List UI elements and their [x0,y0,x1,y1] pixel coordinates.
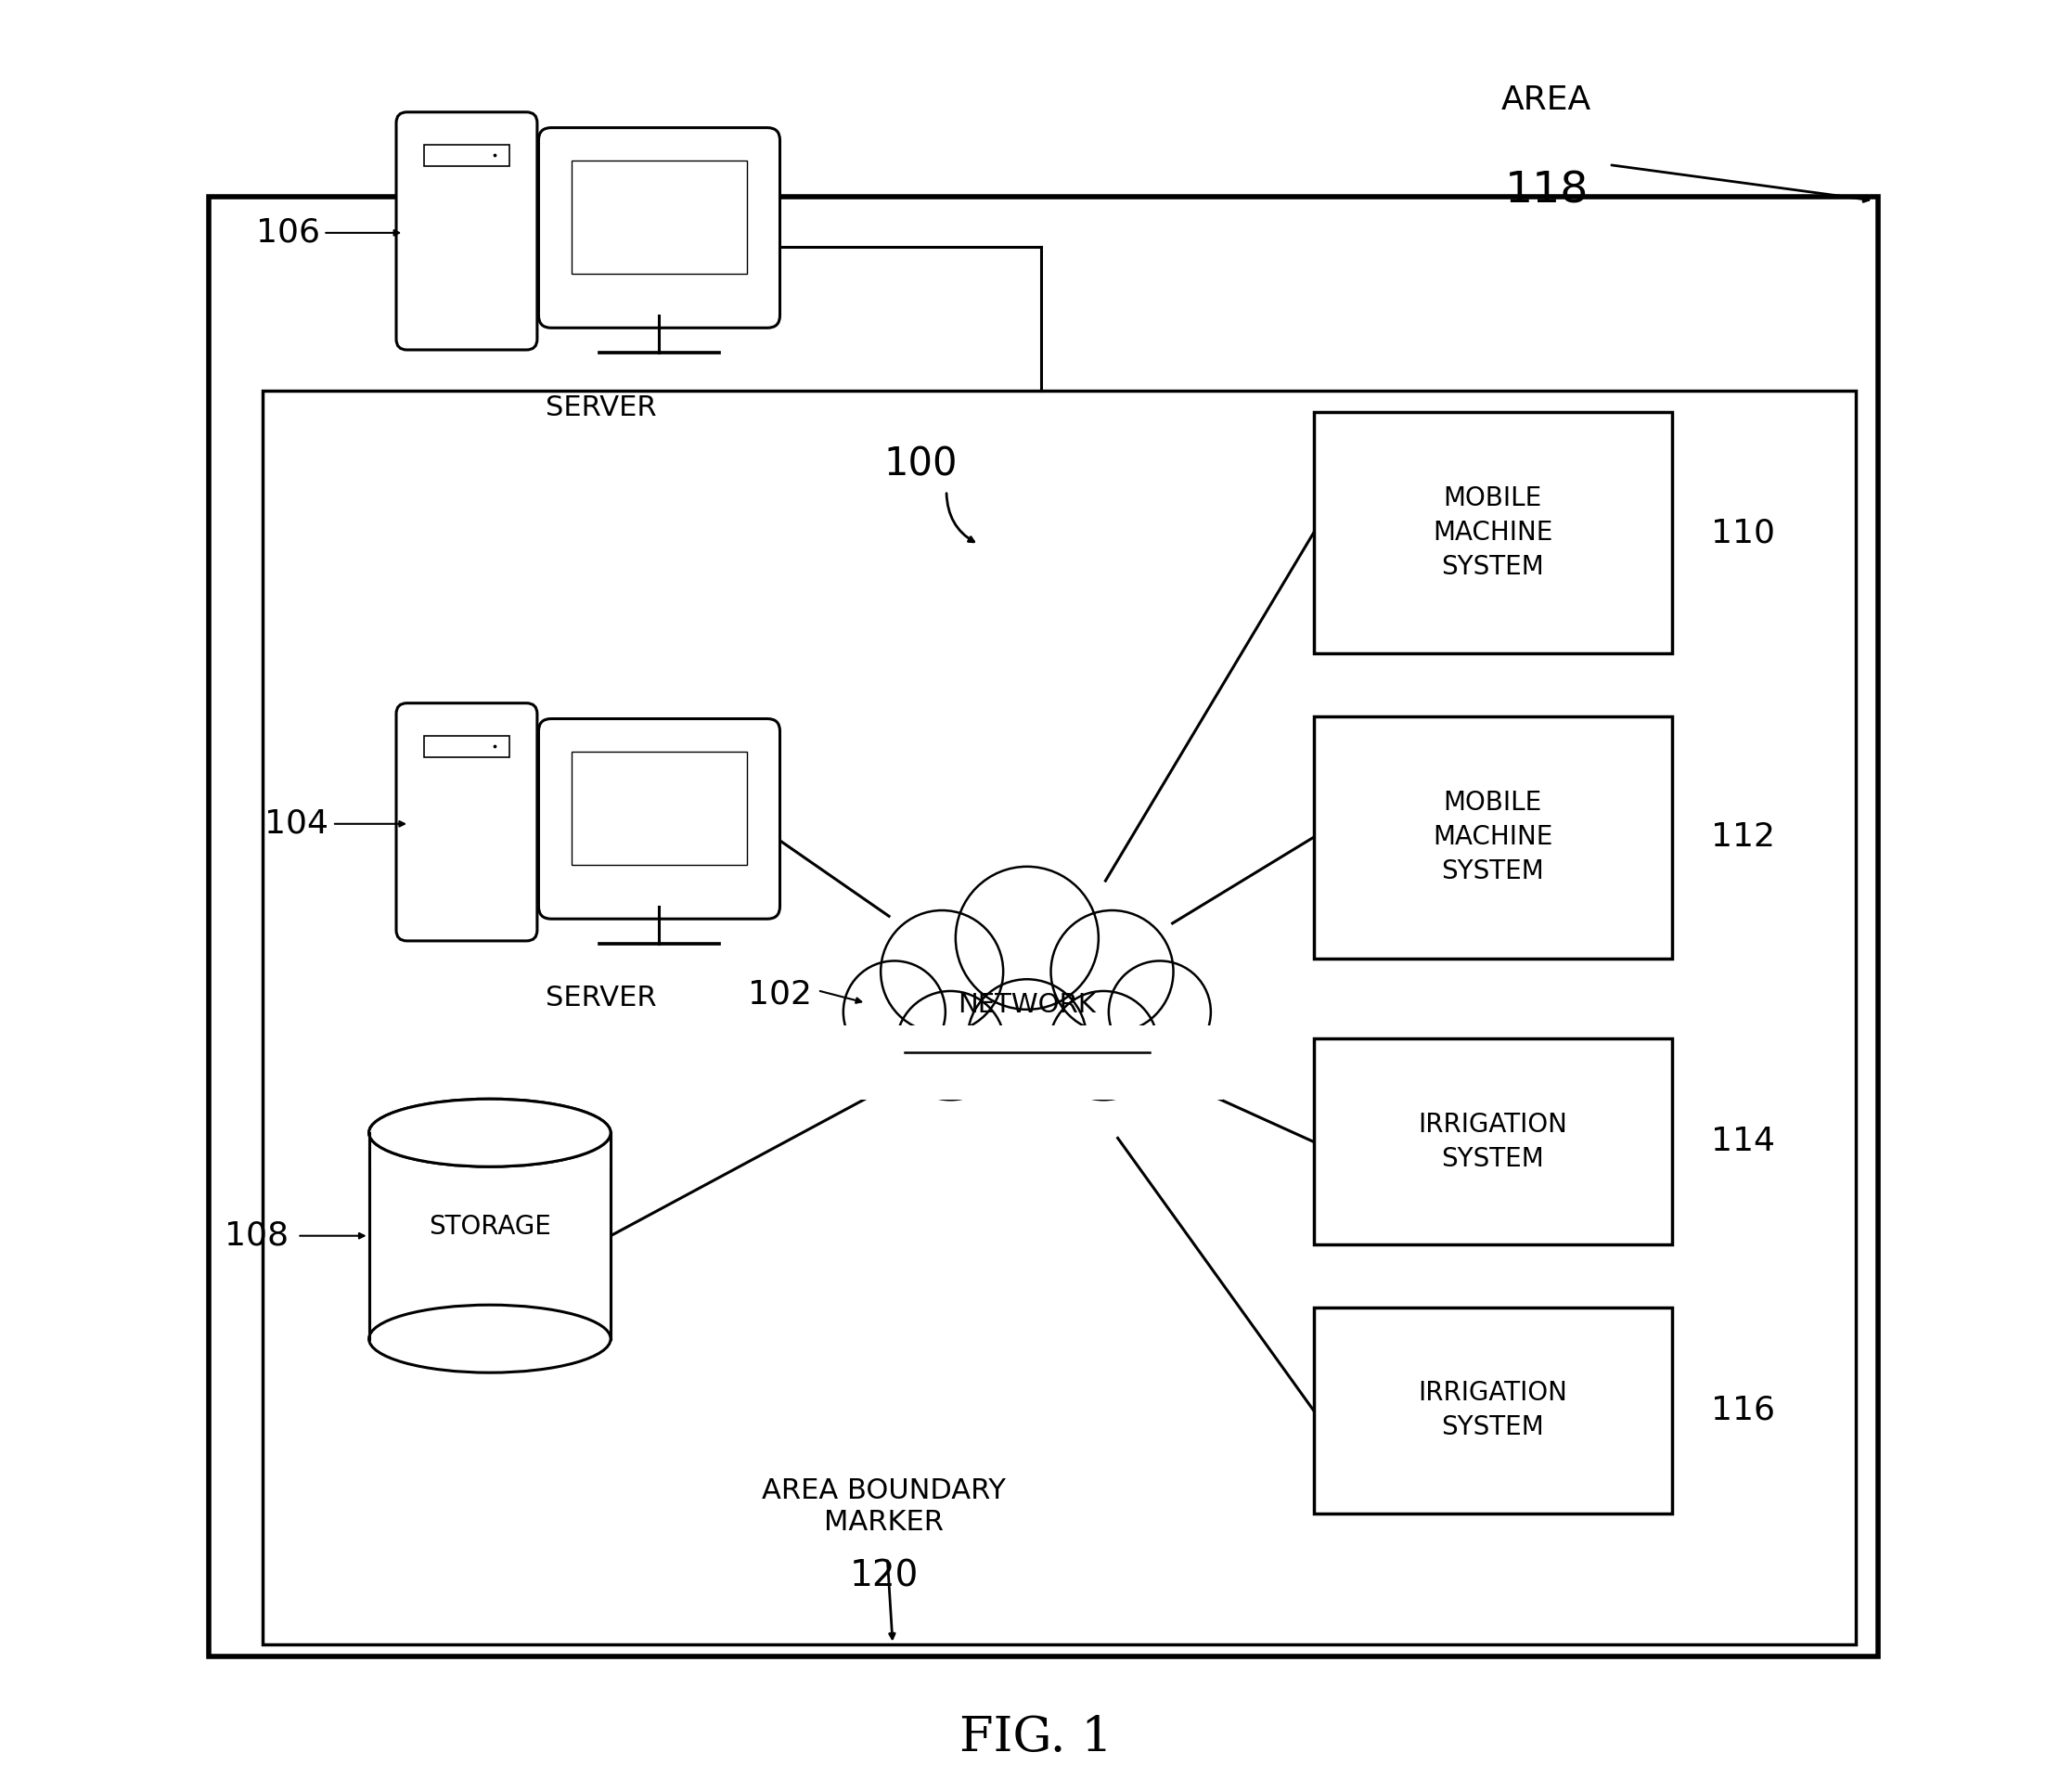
FancyBboxPatch shape [539,718,779,919]
Bar [263,390,1857,1644]
Circle shape [895,990,1005,1100]
Text: SERVER: SERVER [545,985,657,1012]
Bar [369,1134,611,1340]
FancyBboxPatch shape [396,704,537,940]
Bar [572,752,746,865]
Text: 106: 106 [255,217,319,249]
Text: 100: 100 [885,444,957,484]
Text: 118: 118 [1504,170,1589,211]
Text: IRRIGATION
SYSTEM: IRRIGATION SYSTEM [1417,1381,1566,1440]
Text: 116: 116 [1711,1395,1776,1426]
Text: 102: 102 [748,978,812,1010]
Circle shape [1051,910,1173,1033]
Ellipse shape [369,1100,611,1166]
Circle shape [881,910,1003,1033]
FancyBboxPatch shape [1314,1307,1672,1513]
FancyBboxPatch shape [539,127,779,328]
Text: 108: 108 [224,1220,288,1252]
Text: 112: 112 [1711,822,1776,853]
FancyBboxPatch shape [396,113,537,349]
Ellipse shape [369,1306,611,1372]
Text: MOBILE
MACHINE
SYSTEM: MOBILE MACHINE SYSTEM [1432,790,1552,885]
Circle shape [1109,960,1210,1064]
Bar [831,1024,1222,1100]
FancyBboxPatch shape [1314,716,1672,958]
Text: NETWORK: NETWORK [957,992,1096,1019]
Ellipse shape [369,1100,611,1166]
Bar [209,197,1877,1657]
Text: IRRIGATION
SYSTEM: IRRIGATION SYSTEM [1417,1112,1566,1171]
Text: 110: 110 [1711,518,1776,548]
Bar [572,161,746,274]
Text: 120: 120 [850,1558,918,1594]
Text: AREA: AREA [1502,84,1591,116]
Text: 114: 114 [1711,1127,1776,1157]
Circle shape [1048,990,1158,1100]
FancyBboxPatch shape [1314,1039,1672,1245]
Circle shape [968,980,1086,1098]
Text: FIG. 1: FIG. 1 [959,1714,1113,1761]
Text: AREA BOUNDARY
MARKER: AREA BOUNDARY MARKER [762,1478,1005,1535]
FancyBboxPatch shape [1314,412,1672,654]
Circle shape [955,867,1098,1010]
Circle shape [843,960,945,1064]
Text: 104: 104 [265,808,329,840]
Text: STORAGE: STORAGE [429,1214,551,1239]
Text: MOBILE
MACHINE
SYSTEM: MOBILE MACHINE SYSTEM [1432,485,1552,580]
Text: SERVER: SERVER [545,394,657,421]
Bar [369,1100,611,1166]
